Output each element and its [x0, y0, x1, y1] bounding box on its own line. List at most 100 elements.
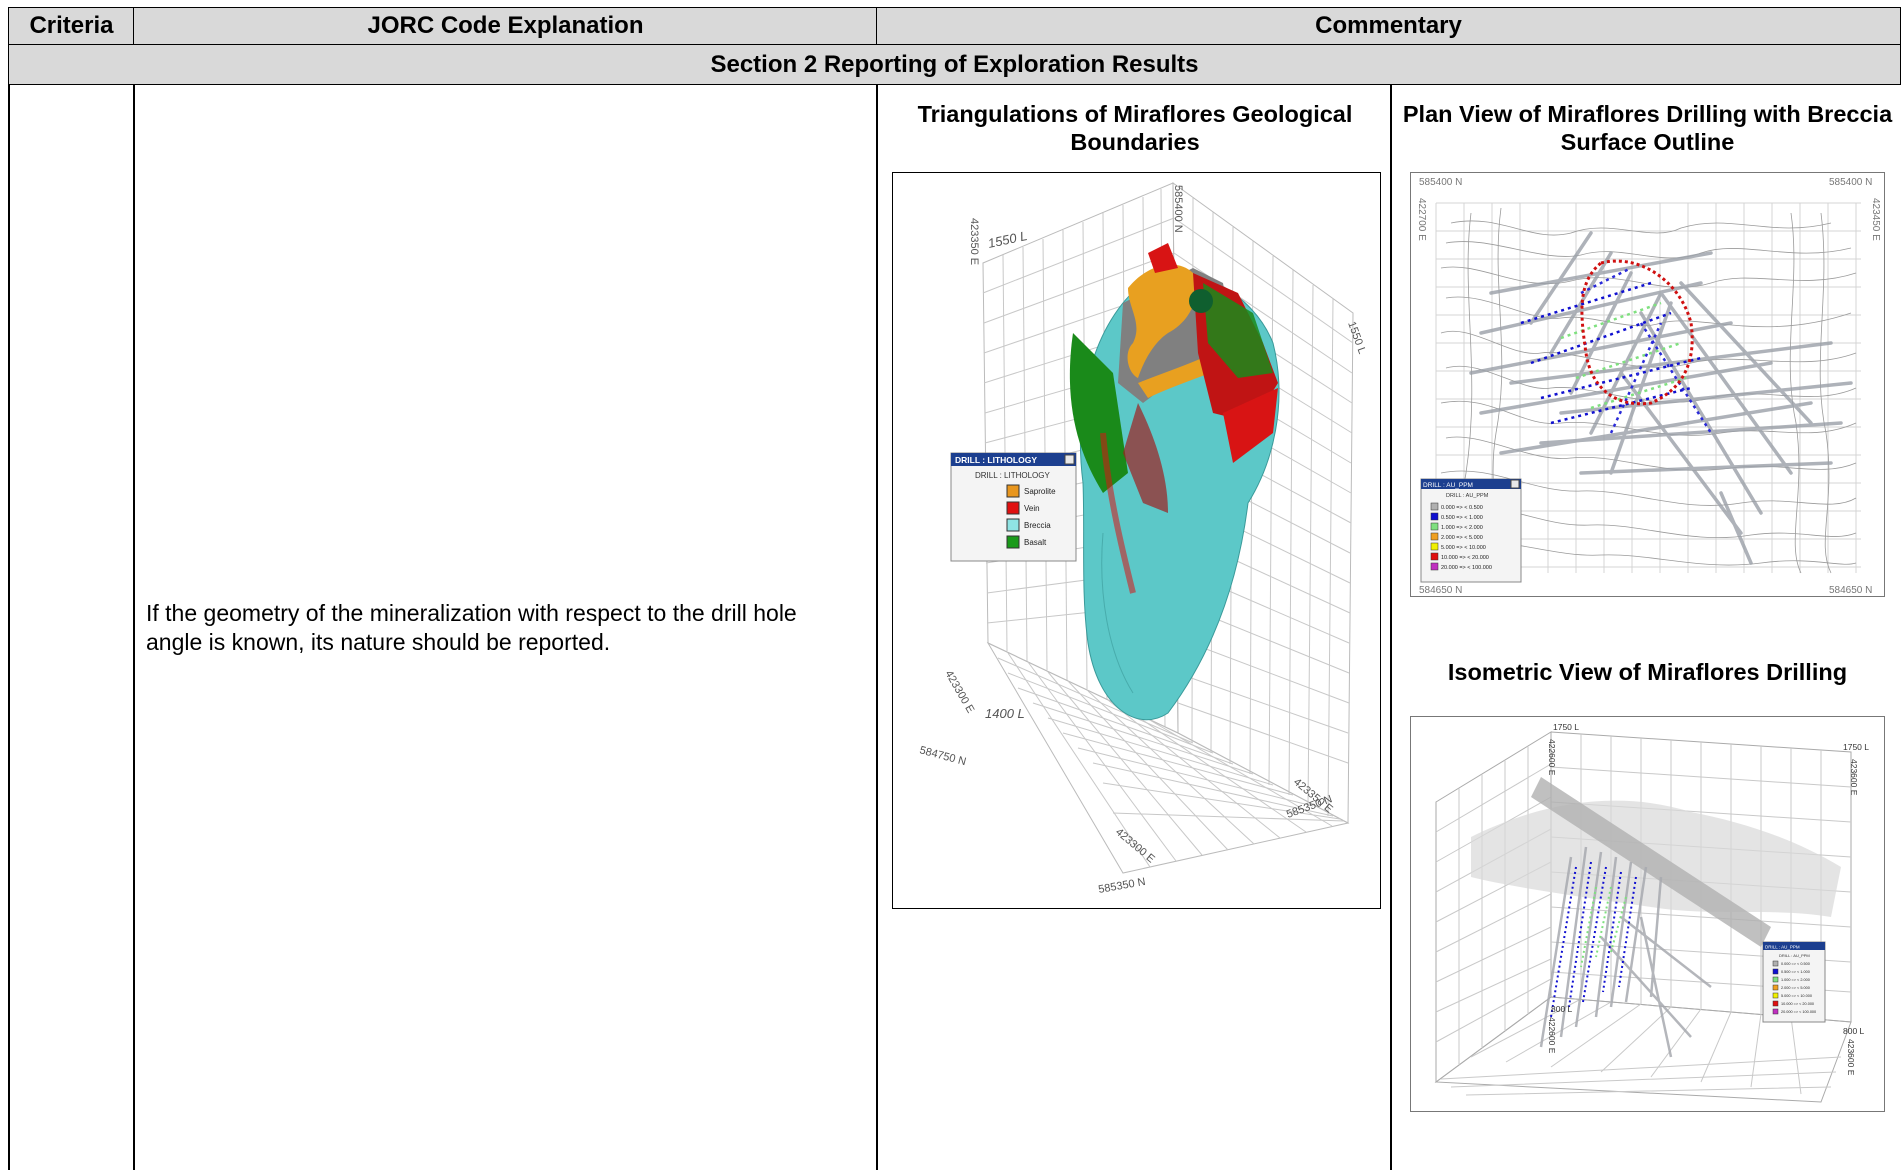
axis-label: 1550 L: [987, 228, 1029, 251]
legend-swatch: [1430, 552, 1439, 561]
axis-label: 1400 L: [985, 706, 1025, 721]
legend-label: 5.000 => < 10.000: [1441, 545, 1486, 551]
plan-view-svg: 585400 N 585400 N 422700 E 423450 E 5846…: [1416, 177, 1881, 596]
header-commentary: Commentary: [876, 7, 1901, 45]
legend-swatch: [1772, 1000, 1779, 1007]
legend-label: Breccia: [1024, 521, 1051, 530]
axis-label: 422600 E: [1547, 739, 1557, 776]
au-legend-iso: DRILL : AU_PPM DRILL : AU_PPM 0.000 => <…: [1762, 941, 1826, 1023]
header-commentary-label: Commentary: [1315, 12, 1462, 39]
header-jorc: JORC Code Explanation: [133, 7, 878, 45]
corner-label: 422700 E: [1416, 198, 1427, 241]
legend-swatch: [1430, 542, 1439, 551]
section-title-label: Section 2 Reporting of Exploration Resul…: [710, 50, 1199, 78]
axis-label: 423300 E: [942, 669, 976, 716]
legend-swatch: [1772, 992, 1779, 999]
legend-label: 5.000 => < 10.000: [1781, 994, 1812, 998]
vein-surface: [1531, 777, 1771, 947]
legend-window-title: DRILL : AU_PPM: [1765, 945, 1800, 950]
legend-swatch: [1772, 1008, 1779, 1015]
breccia-outline: [1580, 259, 1694, 406]
legend-swatch: [1772, 984, 1779, 991]
legend-label: 20.000 => < 100.000: [1781, 1010, 1816, 1014]
legend-label: 0.000 => < 0.500: [1441, 505, 1483, 511]
axis-label: 1550 L: [1345, 320, 1368, 356]
col-line-commentary-split: [1390, 85, 1392, 1170]
legend-subtitle: DRILL : AU_PPM: [1446, 493, 1489, 499]
axis-label: 1750 L: [1553, 722, 1579, 732]
legend-close-icon[interactable]: [1510, 479, 1520, 489]
legend-label: Vein: [1024, 504, 1040, 513]
lithology-legend: DRILL : LITHOLOGY DRILL : LITHOLOGY Sapr…: [950, 452, 1077, 562]
isometric-svg: 1750 L 1750 L 422600 E 423600 E 800 L 80…: [1434, 722, 1869, 1103]
legend-swatch: [1430, 532, 1439, 541]
plan-view-title: Plan View of Miraflores Drilling with Br…: [1402, 101, 1893, 155]
geology-body: [1069, 243, 1280, 721]
legend-items: 0.000 => < 0.500 0.500 => < 1.000 1.000 =>…: [1772, 960, 1816, 1015]
col-line-jorc: [876, 85, 878, 1170]
legend-swatch: [1006, 518, 1020, 532]
legend-swatch: [1430, 502, 1439, 511]
col-line-left: [8, 85, 10, 1170]
legend-label: 2.000 => < 5.000: [1441, 535, 1483, 541]
legend-window-title: DRILL : LITHOLOGY: [955, 455, 1037, 465]
legend-label: Saprolite: [1024, 487, 1056, 496]
corner-label: 423450 E: [1870, 198, 1881, 241]
iso-drill-assays: [1550, 861, 1637, 1018]
legend-items: 0.000 => < 0.500 0.500 => < 1.000 1.000 =>…: [1430, 502, 1492, 571]
legend-label: 1.000 => < 2.000: [1441, 525, 1483, 531]
legend-swatch: [1430, 562, 1439, 571]
axis-label: 423600 E: [1849, 759, 1859, 796]
legend-label: 0.500 => < 1.000: [1781, 970, 1810, 974]
iso-axis-labels: 1750 L 1750 L 422600 E 423600 E 800 L 80…: [1547, 722, 1869, 1076]
legend-label: 2.000 => < 5.000: [1781, 986, 1810, 990]
legend-swatch: [1430, 512, 1439, 521]
jorc-explanation-text: If the geometry of the mineralization wi…: [146, 600, 797, 655]
legend-label: 0.000 => < 0.500: [1781, 962, 1810, 966]
legend-swatch: [1006, 501, 1020, 515]
triangulations-svg: 423350 E 1550 L 1550 L 585400 N 584750 N…: [918, 182, 1368, 896]
corner-label: 585400 N: [1829, 177, 1872, 188]
axis-label: 423600 E: [1846, 1039, 1856, 1076]
axis-label: 423300 E: [1113, 826, 1157, 865]
au-legend-plan: DRILL : AU_PPM DRILL : AU_PPM 0.000 => <…: [1420, 478, 1522, 583]
header-criteria-label: Criteria: [29, 12, 114, 39]
corner-label: 584650 N: [1419, 585, 1462, 596]
axis-label: 800 L: [1551, 1004, 1573, 1014]
col-line-criteria: [133, 85, 135, 1170]
plan-view-figure: 585400 N 585400 N 422700 E 423450 E 5846…: [1410, 172, 1885, 597]
axis-label: 585400 N: [1172, 185, 1184, 233]
legend-swatch: [1430, 522, 1439, 531]
plan-corner-labels: 585400 N 585400 N 422700 E 423450 E 5846…: [1416, 177, 1881, 596]
legend-label: 10.000 => < 20.000: [1781, 1002, 1814, 1006]
legend-label: 20.000 => < 100.000: [1441, 565, 1492, 571]
axis-label: 1750 L: [1843, 742, 1869, 752]
axis-label: 585350 N: [1097, 876, 1146, 896]
corner-label: 585400 N: [1419, 177, 1462, 188]
legend-swatch: [1006, 484, 1020, 498]
triangulations-figure: 423350 E 1550 L 1550 L 585400 N 584750 N…: [892, 172, 1381, 909]
corner-label: 584650 N: [1829, 585, 1872, 596]
isometric-title: Isometric View of Miraflores Drilling: [1447, 659, 1848, 685]
legend-label: 0.500 => < 1.000: [1441, 515, 1483, 521]
axis-label: 800 L: [1843, 1026, 1865, 1036]
plan-drill-assays: [1520, 266, 1713, 434]
triangulations-title: Triangulations of Miraflores Geological …: [917, 101, 1353, 155]
iso-drill-traces: [1539, 846, 1712, 1058]
legend-window-title: DRILL : AU_PPM: [1423, 482, 1473, 489]
section-title: Section 2 Reporting of Exploration Resul…: [8, 45, 1901, 85]
legend-label: 10.000 => < 20.000: [1441, 555, 1489, 561]
iso-grid: [1434, 731, 1852, 1103]
legend-subtitle: DRILL : AU_PPM: [1779, 953, 1810, 958]
legend-label: 1.000 => < 2.000: [1781, 978, 1810, 982]
isometric-figure: 1750 L 1750 L 422600 E 423600 E 800 L 80…: [1410, 716, 1885, 1112]
legend-close-icon[interactable]: [1064, 454, 1075, 465]
legend-swatch: [1772, 968, 1779, 975]
header-jorc-label: JORC Code Explanation: [367, 12, 644, 39]
legend-swatch: [1006, 535, 1020, 549]
legend-subtitle: DRILL : LITHOLOGY: [975, 471, 1051, 480]
axis-label: 584750 N: [918, 744, 967, 768]
legend-swatch: [1772, 976, 1779, 983]
plan-drill-traces: [1469, 231, 1853, 565]
